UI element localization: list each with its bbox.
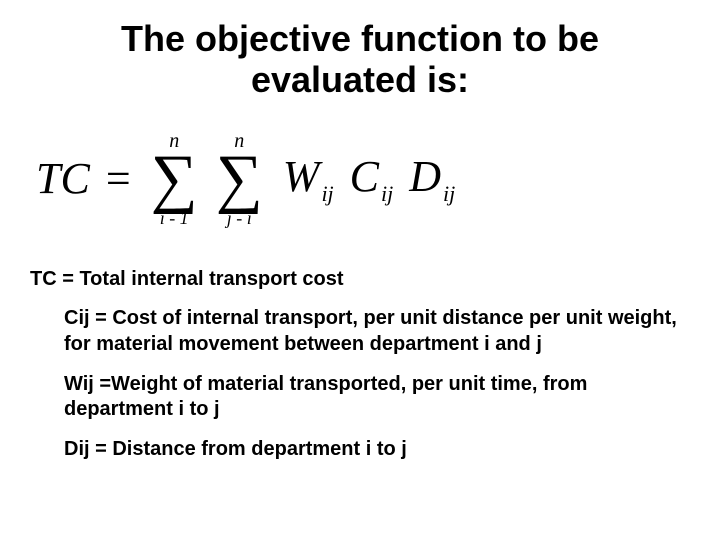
summation-outer: n ∑ i - 1 — [151, 131, 198, 227]
definition-tc: TC = Total internal transport cost — [30, 267, 690, 293]
definition-cij: Cij = Cost of internal transport, per un… — [64, 306, 684, 357]
term-w: Wij — [283, 151, 334, 207]
term-d-main: D — [409, 152, 441, 201]
term-c-sub: ij — [381, 181, 393, 206]
sum2-lower: j - i — [227, 209, 252, 227]
term-c: Cij — [350, 151, 394, 207]
term-w-main: W — [283, 152, 320, 201]
equation-lhs: TC — [36, 153, 90, 204]
definition-dij: Dij = Distance from department i to j — [64, 437, 684, 463]
sigma-icon: ∑ — [151, 151, 198, 207]
term-d: Dij — [409, 151, 455, 207]
definitions-block: TC = Total internal transport cost Cij =… — [30, 267, 690, 463]
term-w-sub: ij — [321, 181, 333, 206]
term-d-sub: ij — [443, 181, 455, 206]
summation-inner: n ∑ j - i — [216, 131, 263, 227]
sigma-icon: ∑ — [216, 151, 263, 207]
slide: The objective function to be evaluated i… — [0, 0, 720, 540]
term-c-main: C — [350, 152, 379, 201]
title-line-2: evaluated is: — [251, 59, 469, 100]
objective-function-equation: TC = n ∑ i - 1 n ∑ j - i Wij Cij Dij — [36, 119, 690, 239]
title-line-1: The objective function to be — [121, 18, 599, 59]
slide-title: The objective function to be evaluated i… — [70, 18, 650, 101]
sum1-lower: i - 1 — [160, 209, 189, 227]
definition-wij: Wij =Weight of material transported, per… — [64, 372, 684, 423]
equals-sign: = — [106, 153, 131, 204]
